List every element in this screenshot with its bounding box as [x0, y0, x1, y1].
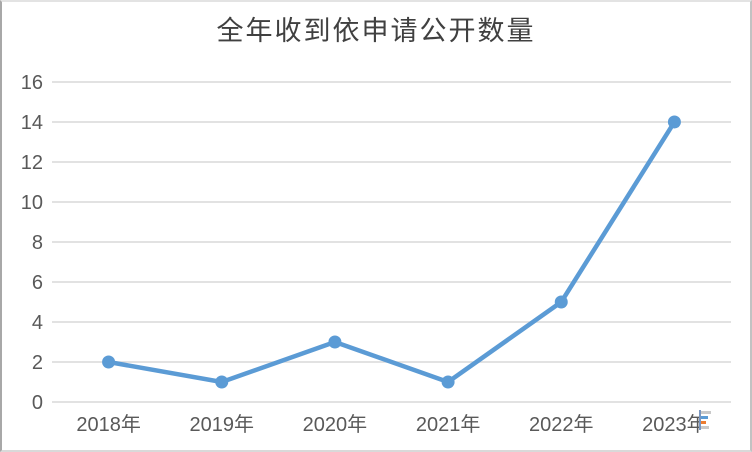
x-tick-label: 2018年 — [76, 413, 141, 436]
mini-chart-bar — [701, 421, 706, 424]
y-tick-label: 8 — [32, 232, 43, 254]
x-tick-label: 2020年 — [303, 413, 368, 436]
data-point-marker — [102, 355, 116, 369]
y-tick-label: 16 — [21, 72, 43, 94]
y-tick-label: 0 — [32, 392, 43, 414]
y-tick-label: 10 — [21, 192, 43, 214]
x-tick-label: 2022年 — [529, 413, 594, 436]
mini-bar-chart-icon — [697, 408, 715, 432]
data-point-marker — [667, 115, 681, 129]
data-point-marker — [441, 375, 455, 389]
data-point-marker — [215, 375, 229, 389]
data-point-marker — [328, 335, 342, 349]
mini-chart-bar — [701, 411, 711, 414]
mini-chart-axis — [699, 410, 701, 430]
x-tick-label: 2021年 — [416, 413, 481, 436]
y-tick-label: 2 — [32, 352, 43, 374]
x-tick-label: 2023年 — [642, 413, 707, 436]
y-tick-label: 4 — [32, 312, 43, 334]
mini-chart-bar — [701, 426, 709, 429]
data-point-marker — [554, 295, 568, 309]
series-line — [106, 119, 677, 385]
y-tick-label: 12 — [21, 152, 43, 174]
y-tick-label: 14 — [21, 112, 43, 134]
chart-title: 全年收到依申请公开数量 — [216, 16, 536, 47]
mini-chart-bar — [701, 416, 708, 419]
y-tick-label: 6 — [32, 272, 43, 294]
x-tick-label: 2019年 — [190, 413, 255, 436]
